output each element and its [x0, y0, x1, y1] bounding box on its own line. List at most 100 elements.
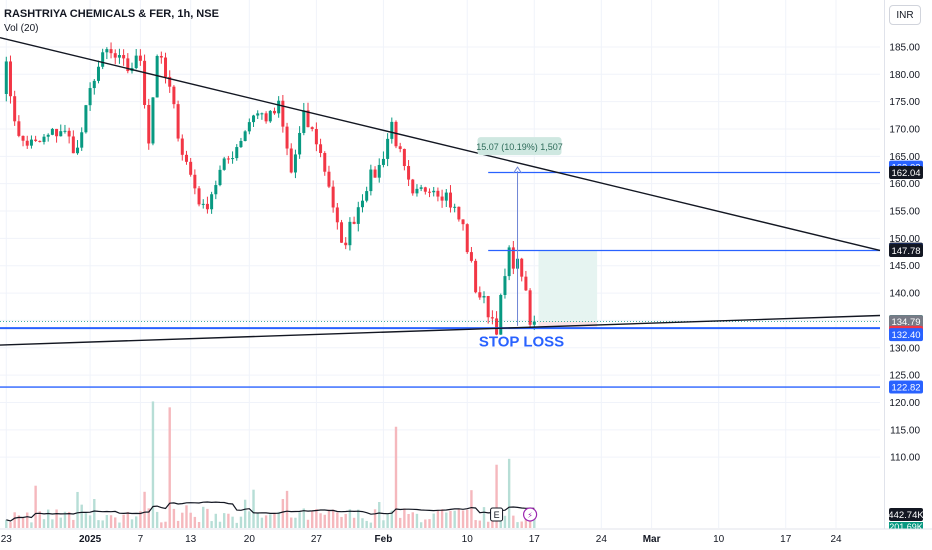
candle-body — [377, 164, 381, 178]
candle-body — [524, 276, 528, 291]
volume-bar — [126, 511, 130, 528]
candle-body — [440, 196, 444, 201]
long-position-stop-zone[interactable] — [538, 321, 598, 329]
dividend-marker[interactable] — [522, 507, 538, 522]
volume-bar — [109, 515, 113, 528]
symbol-title[interactable]: RASHTRIYA CHEMICALS & FER, 1h, NSE — [4, 8, 219, 20]
price-tick-label: 140.00 — [889, 289, 920, 300]
candle-body — [189, 161, 193, 175]
volume-bar — [256, 512, 259, 528]
volume-bar — [38, 511, 42, 528]
volume-bar — [114, 517, 117, 528]
volume-bar — [357, 509, 360, 528]
volume-bar — [524, 515, 528, 528]
volume-bar — [118, 522, 121, 528]
candle-body — [63, 130, 67, 132]
volume-bar — [231, 516, 234, 528]
candle-body — [528, 290, 532, 325]
volume-indicator-label[interactable]: Vol (20) — [4, 23, 39, 34]
volume-bar — [143, 491, 146, 528]
candle-body — [222, 158, 226, 170]
candle-body — [520, 258, 524, 277]
time-tick-label: 10 — [713, 534, 725, 545]
candle-body — [268, 110, 272, 122]
volume-bar — [227, 513, 230, 528]
volume-bar — [449, 510, 452, 528]
time-tick-label: 23 — [1, 534, 13, 545]
candle-body — [344, 242, 348, 246]
volume-bar — [281, 499, 285, 528]
volume-bar — [172, 508, 176, 528]
candle-body — [50, 128, 54, 135]
candle-body — [444, 192, 448, 201]
candle-body — [184, 154, 188, 162]
candle-body — [482, 296, 486, 298]
price-tick-label: 180.00 — [889, 70, 920, 81]
volume-bar — [457, 508, 461, 528]
volume-bar — [214, 513, 218, 528]
volume-bar — [474, 520, 477, 528]
candle-body — [231, 158, 235, 160]
volume-bar — [445, 512, 448, 528]
candle-body — [17, 121, 21, 136]
volume-last-label-box — [889, 522, 923, 531]
volume-bar — [470, 490, 473, 528]
candle-body — [42, 136, 46, 142]
candle-body — [365, 191, 369, 201]
volume-bar — [478, 520, 482, 528]
volume-bar — [239, 516, 243, 528]
currency-button[interactable]: INR — [889, 5, 921, 25]
volume-ma-line — [6, 501, 535, 522]
volume-bar — [394, 426, 398, 528]
price-axis-border — [884, 0, 885, 529]
candle-body — [226, 158, 230, 160]
dividend-marker-label: ⚡ — [527, 511, 533, 520]
candle-body — [88, 88, 92, 106]
volume-bar — [486, 521, 490, 528]
volume-bar — [411, 512, 414, 528]
candle-body — [176, 104, 180, 139]
candle-body — [218, 169, 222, 186]
candle-body — [96, 66, 100, 81]
volume-bar — [290, 517, 293, 528]
volume-bar — [55, 509, 58, 528]
volume-bar — [30, 522, 33, 528]
candle-body — [386, 138, 390, 159]
volume-last-label: 201.69K — [889, 522, 923, 532]
volume-bar — [5, 519, 8, 528]
volume-bar — [507, 458, 511, 528]
trendline-descending-resistance[interactable] — [0, 36, 881, 252]
volume-bar — [42, 519, 46, 528]
candle-body — [180, 138, 184, 155]
volume-bar — [419, 522, 423, 528]
candle-body — [398, 146, 402, 149]
trendline-ascending-support[interactable] — [0, 314, 881, 346]
price-tick-label: 175.00 — [889, 97, 920, 108]
volume-ma-label-box — [889, 508, 923, 521]
stop-loss-annotation[interactable]: STOP LOSS — [479, 334, 564, 351]
volume-bar — [390, 510, 394, 528]
volume-bar — [122, 514, 125, 528]
volume-bar — [147, 508, 150, 528]
time-tick-label: Mar — [643, 534, 661, 545]
earnings-marker[interactable] — [490, 507, 504, 522]
candle-body — [327, 171, 331, 187]
candle-body — [293, 154, 297, 173]
candle-body — [453, 206, 457, 208]
volume-bar — [181, 512, 184, 528]
long-position-target-zone[interactable] — [538, 250, 598, 322]
time-tick-label: 10 — [462, 534, 474, 545]
volume-ma-label: 442.74K — [888, 510, 924, 521]
volume-bar — [315, 509, 318, 528]
candle-body — [80, 132, 84, 148]
volume-bar — [348, 509, 352, 528]
volume-bar — [466, 509, 469, 528]
candle-body — [256, 113, 260, 116]
candle-body — [243, 131, 247, 141]
volume-bar — [306, 519, 310, 528]
candle-body — [272, 110, 276, 114]
volume-bar — [310, 510, 314, 528]
volume-bar — [260, 517, 264, 528]
